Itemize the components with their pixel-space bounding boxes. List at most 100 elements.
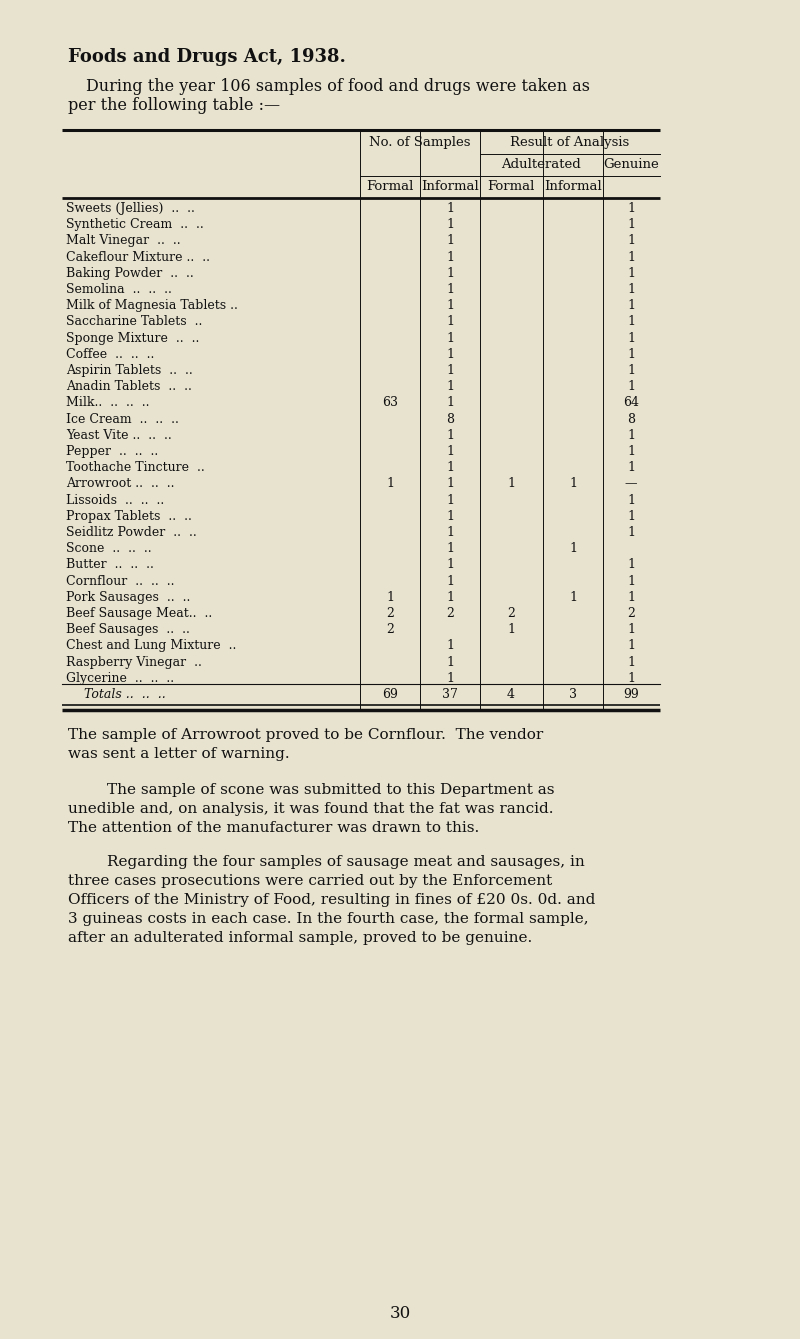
Text: Beef Sausage Meat..  ..: Beef Sausage Meat.. .. xyxy=(66,607,212,620)
Text: 1: 1 xyxy=(627,494,635,506)
Text: 1: 1 xyxy=(627,332,635,344)
Text: 1: 1 xyxy=(627,510,635,522)
Text: 1: 1 xyxy=(446,332,454,344)
Text: Butter  ..  ..  ..: Butter .. .. .. xyxy=(66,558,154,572)
Text: 1: 1 xyxy=(446,299,454,312)
Text: Scone  ..  ..  ..: Scone .. .. .. xyxy=(66,542,152,556)
Text: 1: 1 xyxy=(446,266,454,280)
Text: after an adulterated informal sample, proved to be genuine.: after an adulterated informal sample, pr… xyxy=(68,931,532,945)
Text: 1: 1 xyxy=(446,364,454,378)
Text: 1: 1 xyxy=(569,478,577,490)
Text: Sponge Mixture  ..  ..: Sponge Mixture .. .. xyxy=(66,332,199,344)
Text: 1: 1 xyxy=(446,526,454,540)
Text: Sweets (Jellies)  ..  ..: Sweets (Jellies) .. .. xyxy=(66,202,195,216)
Text: 1: 1 xyxy=(386,590,394,604)
Text: 1: 1 xyxy=(627,348,635,360)
Text: Beef Sausages  ..  ..: Beef Sausages .. .. xyxy=(66,623,190,636)
Text: 1: 1 xyxy=(627,428,635,442)
Text: 30: 30 xyxy=(390,1306,410,1322)
Text: 1: 1 xyxy=(446,316,454,328)
Text: Milk of Magnesia Tablets ..: Milk of Magnesia Tablets .. xyxy=(66,299,238,312)
Text: 1: 1 xyxy=(446,396,454,410)
Text: Result of Analysis: Result of Analysis xyxy=(510,137,630,149)
Text: per the following table :—: per the following table :— xyxy=(68,96,280,114)
Text: 1: 1 xyxy=(627,364,635,378)
Text: Yeast Vite ..  ..  ..: Yeast Vite .. .. .. xyxy=(66,428,172,442)
Text: 1: 1 xyxy=(446,428,454,442)
Text: 1: 1 xyxy=(627,574,635,588)
Text: 1: 1 xyxy=(627,234,635,248)
Text: 1: 1 xyxy=(446,510,454,522)
Text: 1: 1 xyxy=(627,623,635,636)
Text: Raspberry Vinegar  ..: Raspberry Vinegar .. xyxy=(66,656,202,668)
Text: 1: 1 xyxy=(627,656,635,668)
Text: —: — xyxy=(625,478,638,490)
Text: 1: 1 xyxy=(627,672,635,684)
Text: 37: 37 xyxy=(442,688,458,702)
Text: 2: 2 xyxy=(386,607,394,620)
Text: Milk..  ..  ..  ..: Milk.. .. .. .. xyxy=(66,396,150,410)
Text: Malt Vinegar  ..  ..: Malt Vinegar .. .. xyxy=(66,234,181,248)
Text: Anadin Tablets  ..  ..: Anadin Tablets .. .. xyxy=(66,380,192,394)
Text: Formal: Formal xyxy=(366,179,414,193)
Text: Synthetic Cream  ..  ..: Synthetic Cream .. .. xyxy=(66,218,204,232)
Text: 1: 1 xyxy=(507,478,515,490)
Text: 1: 1 xyxy=(627,461,635,474)
Text: During the year 106 samples of food and drugs were taken as: During the year 106 samples of food and … xyxy=(86,78,590,95)
Text: 1: 1 xyxy=(446,640,454,652)
Text: 1: 1 xyxy=(446,218,454,232)
Text: 1: 1 xyxy=(627,380,635,394)
Text: Pork Sausages  ..  ..: Pork Sausages .. .. xyxy=(66,590,190,604)
Text: 1: 1 xyxy=(446,234,454,248)
Text: Toothache Tincture  ..: Toothache Tincture .. xyxy=(66,461,205,474)
Text: 99: 99 xyxy=(623,688,639,702)
Text: Propax Tablets  ..  ..: Propax Tablets .. .. xyxy=(66,510,192,522)
Text: Arrowroot ..  ..  ..: Arrowroot .. .. .. xyxy=(66,478,174,490)
Text: 1: 1 xyxy=(446,478,454,490)
Text: 1: 1 xyxy=(627,202,635,216)
Text: 1: 1 xyxy=(627,218,635,232)
Text: 1: 1 xyxy=(627,590,635,604)
Text: The attention of the manufacturer was drawn to this.: The attention of the manufacturer was dr… xyxy=(68,821,479,836)
Text: three cases prosecutions were carried out by the Enforcement: three cases prosecutions were carried ou… xyxy=(68,874,552,888)
Text: 1: 1 xyxy=(386,478,394,490)
Text: Coffee  ..  ..  ..: Coffee .. .. .. xyxy=(66,348,154,360)
Text: 8: 8 xyxy=(446,412,454,426)
Text: Ice Cream  ..  ..  ..: Ice Cream .. .. .. xyxy=(66,412,179,426)
Text: Totals ..  ..  ..: Totals .. .. .. xyxy=(84,688,166,702)
Text: 2: 2 xyxy=(446,607,454,620)
Text: Semolina  ..  ..  ..: Semolina .. .. .. xyxy=(66,283,172,296)
Text: Cornflour  ..  ..  ..: Cornflour .. .. .. xyxy=(66,574,174,588)
Text: Lissoids  ..  ..  ..: Lissoids .. .. .. xyxy=(66,494,164,506)
Text: Aspirin Tablets  ..  ..: Aspirin Tablets .. .. xyxy=(66,364,193,378)
Text: Informal: Informal xyxy=(421,179,479,193)
Text: 1: 1 xyxy=(569,590,577,604)
Text: 3 guineas costs in each case. In the fourth case, the formal sample,: 3 guineas costs in each case. In the fou… xyxy=(68,912,589,927)
Text: 1: 1 xyxy=(446,672,454,684)
Text: Seidlitz Powder  ..  ..: Seidlitz Powder .. .. xyxy=(66,526,197,540)
Text: 4: 4 xyxy=(507,688,515,702)
Text: 1: 1 xyxy=(627,640,635,652)
Text: 1: 1 xyxy=(446,542,454,556)
Text: Baking Powder  ..  ..: Baking Powder .. .. xyxy=(66,266,194,280)
Text: unedible and, on analysis, it was found that the fat was rancid.: unedible and, on analysis, it was found … xyxy=(68,802,554,815)
Text: Informal: Informal xyxy=(544,179,602,193)
Text: 1: 1 xyxy=(627,526,635,540)
Text: Adulterated: Adulterated xyxy=(501,158,581,171)
Text: 1: 1 xyxy=(446,250,454,264)
Text: 1: 1 xyxy=(446,461,454,474)
Text: 1: 1 xyxy=(446,445,454,458)
Text: 1: 1 xyxy=(446,656,454,668)
Text: 1: 1 xyxy=(446,380,454,394)
Text: 1: 1 xyxy=(627,266,635,280)
Text: 1: 1 xyxy=(627,316,635,328)
Text: 1: 1 xyxy=(446,283,454,296)
Text: 1: 1 xyxy=(446,574,454,588)
Text: Saccharine Tablets  ..: Saccharine Tablets .. xyxy=(66,316,202,328)
Text: 2: 2 xyxy=(386,623,394,636)
Text: Cakeflour Mixture ..  ..: Cakeflour Mixture .. .. xyxy=(66,250,210,264)
Text: was sent a letter of warning.: was sent a letter of warning. xyxy=(68,747,290,761)
Text: 1: 1 xyxy=(627,299,635,312)
Text: 1: 1 xyxy=(446,202,454,216)
Text: 1: 1 xyxy=(627,558,635,572)
